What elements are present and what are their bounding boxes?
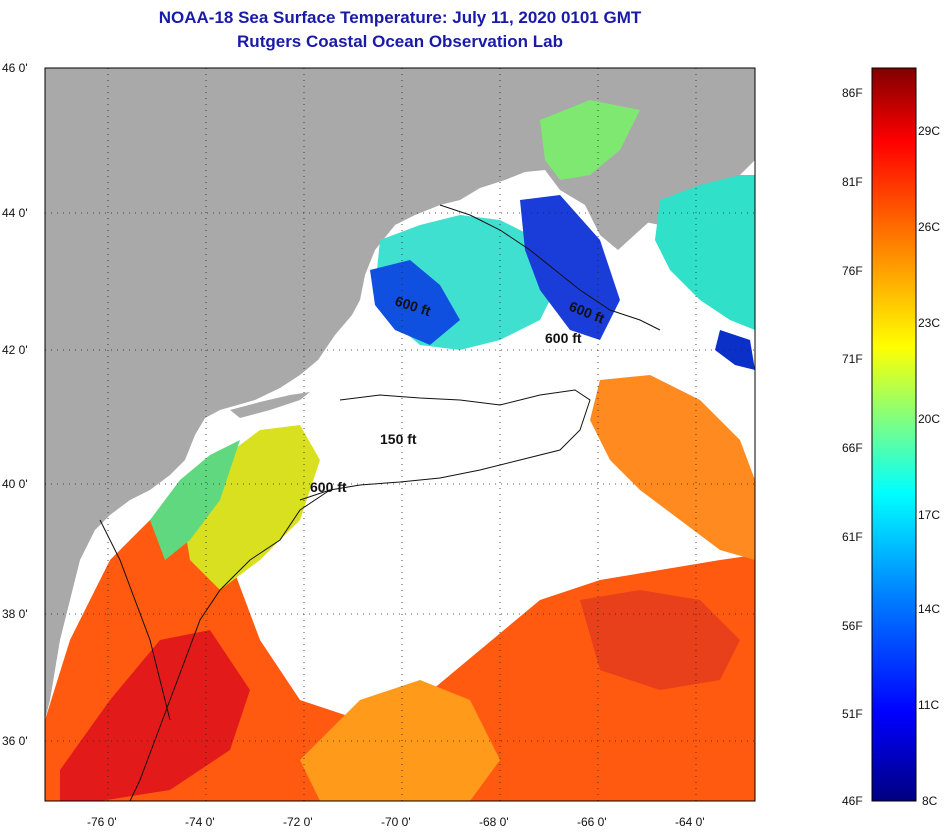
contour-label-600ft-georges: 600 ft (545, 330, 582, 346)
lon-label-70: -70 0' (381, 815, 411, 829)
sst-layer (45, 68, 755, 801)
colorbar-c-label-26: 26C (918, 220, 941, 234)
sst-blue-gom (370, 260, 460, 345)
sst-blue-bof (520, 195, 620, 340)
land-mainland (45, 68, 755, 720)
map-border (44, 67, 756, 802)
lon-label-66: -66 0' (577, 815, 607, 829)
colorbar-f-label-51: 51F (842, 707, 863, 721)
sst-green-bof (540, 100, 640, 180)
lon-label-76: -76 0' (87, 815, 117, 829)
lon-label-68: -68 0' (479, 815, 509, 829)
sst-orange-gulfstream (590, 375, 755, 560)
lat-label-42: 42 0' (2, 343, 28, 357)
lon-label-64: -64 0' (675, 815, 705, 829)
colorbar-c-label-11: 11C (918, 698, 940, 712)
colorbar-f-label-46: 46F (842, 794, 863, 808)
isobath-contours (99, 204, 661, 801)
sst-cyan-ne (655, 175, 755, 330)
colorbar-c-label-29: 29C (918, 124, 941, 138)
land-long-island (230, 392, 310, 418)
map-subtitle: Rutgers Coastal Ocean Observation Lab (237, 32, 563, 51)
lon-label-72: -72 0' (283, 815, 313, 829)
map-title: NOAA-18 Sea Surface Temperature: July 11… (158, 8, 642, 27)
colorbar-f-label-76: 76F (842, 264, 863, 278)
contour-label-600ft-shelf: 600 ft (310, 479, 347, 495)
lat-label-40: 40 0' (2, 477, 28, 491)
sst-hot-east (580, 590, 740, 690)
lat-label-36: 36 0' (2, 734, 28, 748)
colorbar-c-label-17: 17C (918, 508, 941, 522)
sst-orange-patch (300, 680, 500, 801)
colorbar-c-label-8: 8C (922, 794, 938, 808)
contour-coast-line (99, 519, 171, 721)
contour-600ft-shelf (129, 489, 331, 801)
lon-label-74: -74 0' (185, 815, 215, 829)
colorbar (871, 67, 917, 802)
colorbar-c-label-14: 14C (918, 602, 941, 616)
sst-hot-core (60, 630, 250, 801)
contour-label-150ft: 150 ft (380, 431, 417, 447)
colorbar-c-label-23: 23C (918, 316, 941, 330)
lat-label-44: 44 0' (2, 206, 28, 220)
colorbar-f-label-86: 86F (842, 86, 863, 100)
colorbar-f-label-71: 71F (842, 352, 863, 366)
lat-label-38: 38 0' (2, 607, 28, 621)
colorbar-f-label-81: 81F (842, 175, 863, 189)
contour-600ft-gom (439, 204, 661, 331)
colorbar-f-label-61: 61F (842, 530, 863, 544)
graticule (45, 68, 755, 801)
lat-label-46: 46 0' (2, 61, 28, 75)
contour-150ft (299, 389, 591, 501)
colorbar-c-label-20: 20C (918, 412, 941, 426)
colorbar-f-label-66: 66F (842, 441, 863, 455)
colorbar-f-label-56: 56F (842, 619, 863, 633)
sst-green-shelf (150, 440, 240, 560)
